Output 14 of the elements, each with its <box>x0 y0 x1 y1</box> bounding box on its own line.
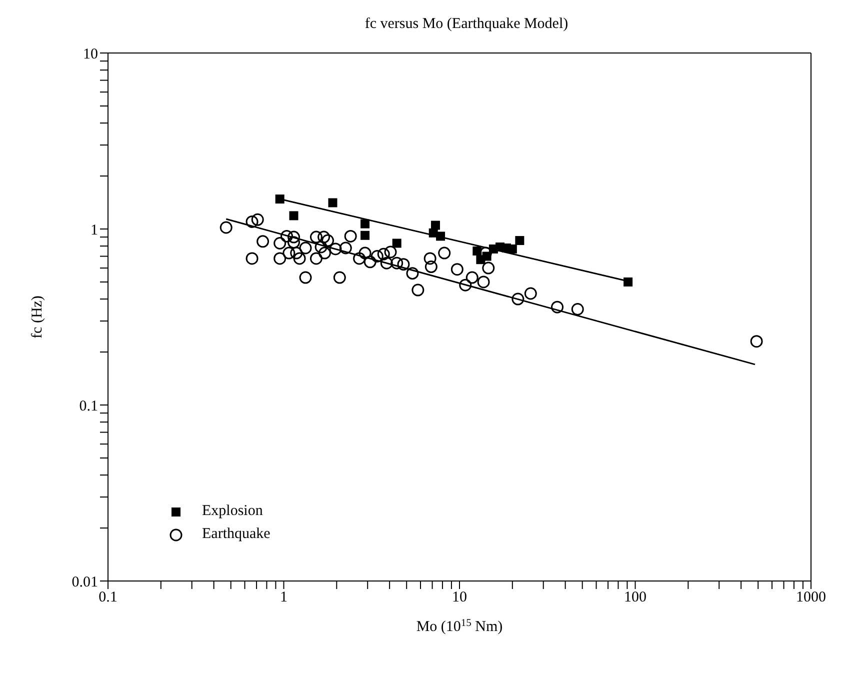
x-tick-label: 1000 <box>796 590 826 606</box>
chart-title: fc versus Mo (Earthquake Model) <box>364 16 570 33</box>
y-axis-title: fc (Hz) <box>29 296 46 338</box>
y-tick-label: 0.1 <box>79 398 98 414</box>
x-tick-label: 1 <box>280 590 288 606</box>
x-tick-label: 10 <box>452 590 467 606</box>
x-tick-label: 0.1 <box>98 590 118 606</box>
y-tick-label: 0.01 <box>72 574 98 590</box>
x-tick-label: 100 <box>624 590 646 606</box>
legend-label: Earthquake <box>202 526 270 543</box>
y-tick-label: 1 <box>90 222 98 238</box>
legend-label: Explosion <box>202 503 263 520</box>
x-axis-title: Mo (10$^{15}$ Nm) <box>416 618 503 635</box>
y-tick-label: 10 <box>83 46 98 62</box>
